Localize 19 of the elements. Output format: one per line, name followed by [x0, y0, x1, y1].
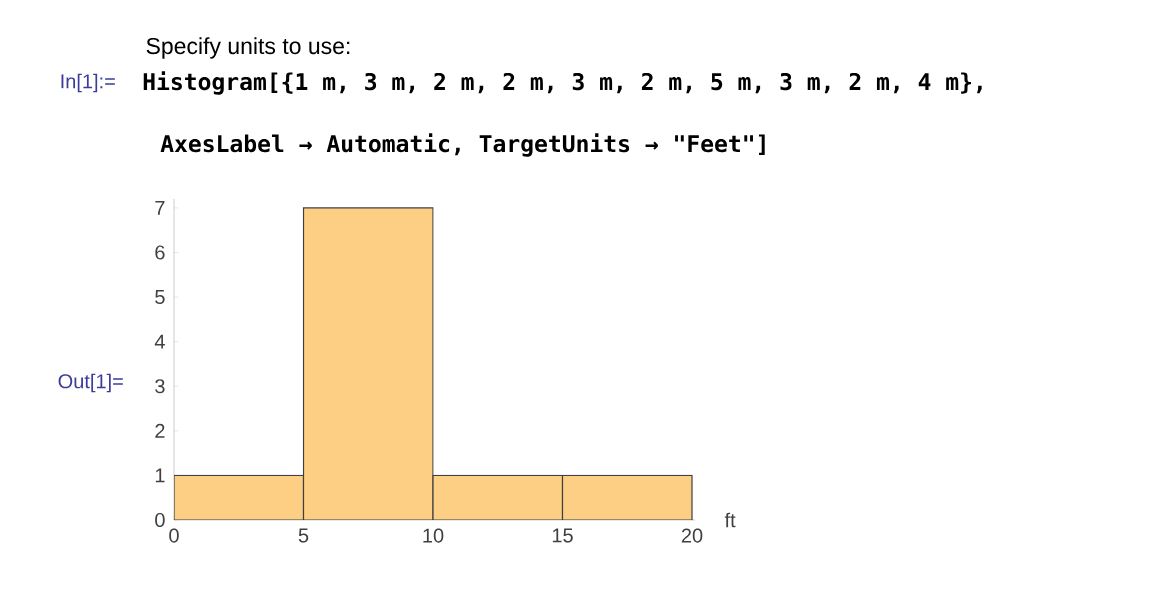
text: In[1]:=	[61, 73, 115, 93]
y-tick-label: 3	[155, 379, 165, 394]
x-tick-label: 0	[169, 528, 179, 543]
y-tick-label: 4	[154, 334, 165, 349]
y-tick-label: 6	[155, 245, 165, 260]
text: Out[1]=	[58, 373, 123, 393]
x-tick-label: 20	[681, 528, 703, 543]
y-tick-label: 2	[155, 423, 165, 438]
x-axis-title: ft	[724, 512, 736, 528]
y-tick-label: 7	[155, 201, 165, 215]
chart-title: Specify units to use:	[146, 37, 350, 59]
text: Histogram[{1 m, 3 m, 2 m, 2 m, 3 m, 2 m, 5 m, 3 m, 2 m, 4 m},	[143, 71, 982, 95]
x-tick-label: 15	[552, 528, 573, 543]
y-tick-label: 1	[155, 468, 165, 483]
x-tick-label: 5	[298, 528, 309, 543]
y-tick-label: 5	[155, 290, 165, 305]
text: AxesLabel → Automatic, TargetUnits → "Feet"]	[160, 133, 765, 157]
y-tick-label: 0	[155, 512, 165, 528]
x-tick-label: 10	[423, 528, 444, 543]
